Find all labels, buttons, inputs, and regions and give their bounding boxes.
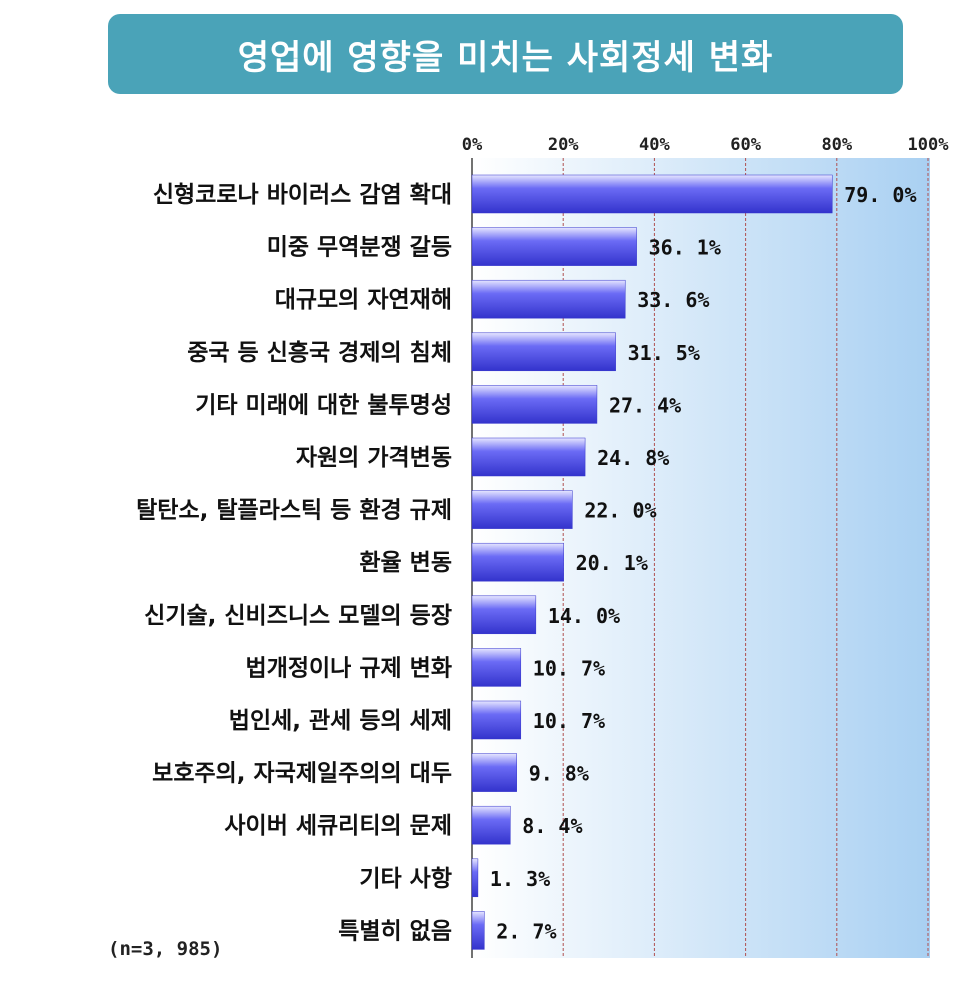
x-axis-ticks: 0% 20% 40% 60% 80% 100%	[462, 135, 949, 155]
x-tick-label: 40%	[639, 135, 670, 155]
x-tick-label: 100%	[908, 135, 950, 155]
value-label: 33. 6%	[637, 288, 709, 312]
category-label: 중국 등 신흥국 경제의 침체	[187, 340, 452, 366]
category-label: 법인세, 관세 등의 세제	[229, 708, 452, 734]
bar	[471, 332, 616, 372]
value-label: 8. 4%	[522, 814, 582, 838]
bar	[471, 279, 626, 319]
value-label: 14. 0%	[548, 604, 620, 628]
x-tick-label: 20%	[548, 135, 579, 155]
value-label: 2. 7%	[496, 919, 556, 943]
category-label: 신형코로나 바이러스 감염 확대	[153, 182, 452, 208]
x-tick-label: 80%	[821, 135, 852, 155]
category-label: 기타 사항	[359, 866, 452, 892]
value-label: 20. 1%	[576, 551, 648, 575]
bar	[471, 805, 511, 845]
x-tick-label: 0%	[462, 135, 483, 155]
bars	[471, 174, 833, 950]
bar	[471, 437, 586, 477]
category-label: 사이버 세큐리티의 문제	[224, 813, 452, 839]
bar	[471, 911, 485, 950]
bar	[471, 490, 573, 529]
category-label: 기타 미래에 대한 불투명성	[195, 392, 452, 418]
bar	[471, 542, 564, 582]
category-label: 탈탄소, 탈플라스틱 등 환경 규제	[136, 498, 452, 524]
bar	[471, 595, 537, 635]
bar	[471, 648, 522, 687]
bar	[471, 385, 598, 424]
category-label: 법개정이나 규제 변화	[246, 655, 452, 681]
value-label: 31. 5%	[628, 341, 700, 365]
sample-size-note: (n=3, 985)	[108, 938, 223, 960]
value-label: 27. 4%	[609, 393, 681, 417]
value-label: 22. 0%	[584, 499, 656, 523]
value-label: 24. 8%	[597, 446, 669, 470]
category-label: 대규모의 자연재해	[275, 287, 452, 313]
category-label: 자원의 가격변동	[296, 445, 452, 471]
bar	[471, 174, 833, 214]
value-labels: 79. 0% 36. 1% 33. 6% 31. 5% 27. 4% 24. 8% 22. …	[490, 183, 917, 943]
value-label: 10. 7%	[533, 656, 605, 680]
bar	[471, 858, 479, 898]
bar	[471, 227, 637, 266]
category-label: 신기술, 신비즈니스 모델의 등장	[144, 603, 452, 629]
category-label: 특별히 없음	[338, 918, 452, 944]
value-label: 9. 8%	[529, 762, 589, 786]
category-label: 미중 무역분쟁 갈등	[267, 235, 452, 261]
bar	[471, 700, 522, 740]
value-label: 10. 7%	[533, 709, 605, 733]
value-label: 36. 1%	[649, 236, 721, 260]
bar	[471, 753, 517, 792]
category-label: 보호주의, 자국제일주의의 대두	[152, 761, 452, 787]
category-label: 환율 변동	[359, 550, 452, 576]
value-label: 79. 0%	[844, 183, 916, 207]
chart-title: 영업에 영향을 미치는 사회정세 변화	[108, 14, 903, 94]
value-label: 1. 3%	[490, 867, 550, 891]
x-tick-label: 60%	[730, 135, 761, 155]
